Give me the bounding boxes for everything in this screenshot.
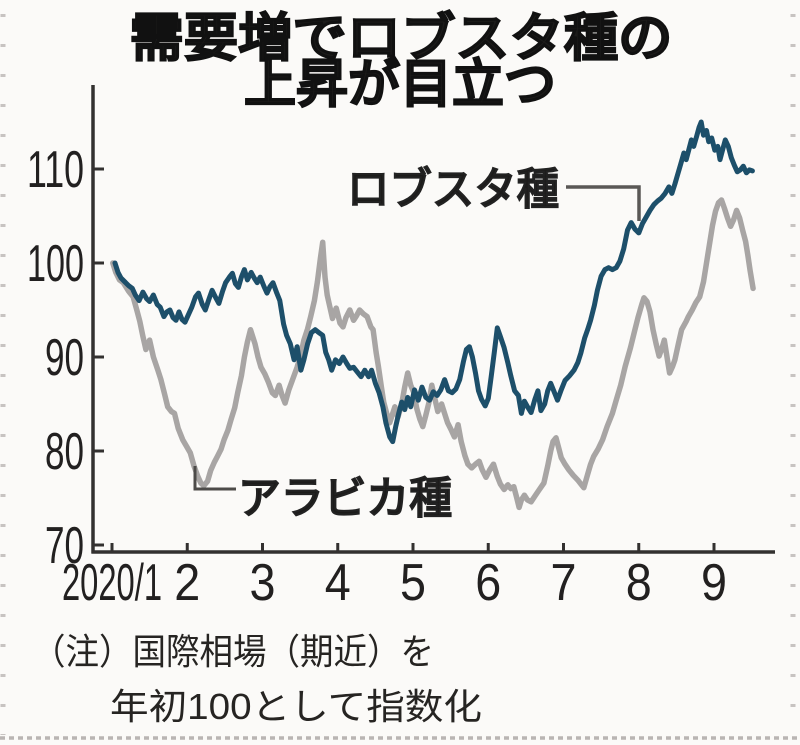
robusta-annotation: ロブスタ種	[347, 164, 641, 221]
x-tick-label-5: 5	[400, 554, 426, 612]
clip-edge-dotted-borders	[0, 14, 800, 740]
series-lines	[110, 119, 756, 511]
chart-title-line1: 需要増でロブスタ種の	[130, 9, 673, 68]
series-line-robusta	[112, 119, 755, 445]
robusta-series-label: ロブスタ種	[347, 164, 559, 214]
x-tick-label-2: 2	[174, 554, 200, 612]
x-tick-label-6: 6	[475, 554, 501, 612]
series-line-arabica	[110, 197, 756, 511]
x-tick-label-8: 8	[626, 554, 652, 612]
y-tick-label-110: 110	[27, 141, 84, 199]
chart-title-line2: 上昇が目立つ	[244, 56, 556, 114]
x-tick-label-9: 9	[701, 554, 727, 612]
robusta-callout-line	[566, 185, 641, 221]
y-tick-label-100: 100	[27, 235, 84, 293]
x-tick-label-4: 4	[325, 554, 351, 612]
x-tick-label-7: 7	[551, 554, 577, 612]
arabica-callout-line	[193, 466, 236, 491]
y-tick-label-80: 80	[45, 423, 84, 481]
arabica-annotation: アラビカ種	[193, 466, 452, 523]
y-tick-label-70: 70	[45, 517, 84, 575]
arabica-series-label: アラビカ種	[238, 474, 452, 523]
x-tick-label-3: 3	[250, 554, 276, 612]
x-tick-label-2020/1: 2020/1	[62, 554, 162, 612]
note-line1: （注）国際相場（期近）を	[32, 631, 434, 672]
note-line2: 年初100として指数化	[110, 686, 482, 727]
y-tick-label-90: 90	[45, 329, 84, 387]
